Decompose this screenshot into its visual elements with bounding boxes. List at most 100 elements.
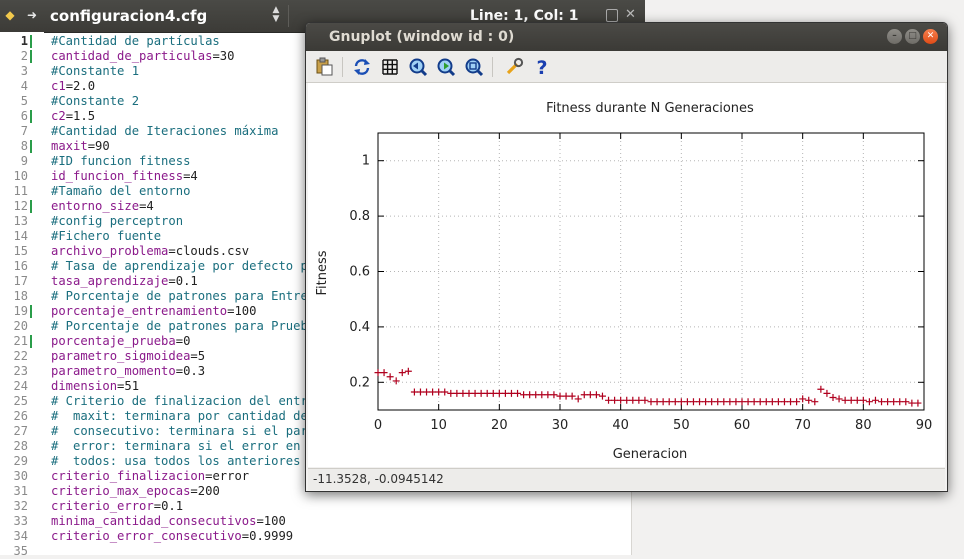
- data-point: [447, 389, 455, 397]
- config-icon[interactable]: [504, 57, 524, 77]
- code-line[interactable]: # maxit: terminara por cantidad de i: [51, 409, 323, 424]
- code-line[interactable]: archivo_problema=clouds.csv: [51, 244, 249, 259]
- code-line[interactable]: cantidad_de_particulas=30: [51, 49, 234, 64]
- data-point: [841, 396, 849, 404]
- comment-text: #Cantidad de partículas: [51, 34, 220, 48]
- code-line[interactable]: minima_cantidad_consecutivos=100: [51, 514, 286, 529]
- code-line[interactable]: c1=2.0: [51, 79, 95, 94]
- close-button[interactable]: ✕: [923, 29, 938, 44]
- code-line[interactable]: parametro_momento=0.3: [51, 364, 205, 379]
- code-line[interactable]: #ID funcion fitness: [51, 154, 190, 169]
- toolbar-divider: [492, 57, 493, 77]
- code-line[interactable]: parametro_sigmoidea=5: [51, 349, 205, 364]
- code-line[interactable]: c2=1.5: [51, 109, 95, 124]
- code-line[interactable]: #Cantidad de Iteraciones máxima: [51, 124, 278, 139]
- config-key: parametro_sigmoidea: [51, 349, 191, 363]
- line-number: 13: [13, 214, 28, 228]
- code-line[interactable]: # Criterio de finalizacion del entren: [51, 394, 323, 409]
- data-point: [787, 398, 795, 406]
- equals-sign: =: [65, 109, 74, 123]
- y-tick-label: 0.6: [349, 265, 370, 280]
- code-area[interactable]: #Cantidad de partículas cantidad_de_parti…: [51, 32, 631, 555]
- data-point: [641, 396, 649, 404]
- code-line[interactable]: criterio_max_epocas=200: [51, 484, 220, 499]
- code-line[interactable]: #Constante 1: [51, 64, 139, 79]
- data-point: [659, 398, 667, 406]
- minimize-button[interactable]: –: [887, 29, 902, 44]
- chart-title: Fitness durante N Generaciones: [546, 101, 754, 116]
- cursor-position[interactable]: Line: 1, Col: 1: [470, 8, 579, 24]
- zoom-next-icon[interactable]: [436, 57, 456, 77]
- grid-icon[interactable]: [380, 57, 400, 77]
- data-point: [398, 369, 406, 377]
- data-point: [823, 389, 831, 397]
- line-number: 19: [13, 304, 28, 318]
- data-point: [683, 398, 691, 406]
- data-point: [514, 389, 522, 397]
- config-value: 0.3: [183, 364, 206, 378]
- comment-text: #Constante 2: [51, 94, 140, 108]
- copy-clipboard-icon[interactable]: [314, 57, 334, 77]
- code-line[interactable]: porcentaje_entrenamiento=100: [51, 304, 256, 319]
- change-marker: [30, 140, 32, 153]
- data-point: [714, 398, 722, 406]
- help-icon[interactable]: ?: [532, 57, 552, 77]
- data-point: [859, 396, 867, 404]
- data-point: [580, 391, 588, 399]
- code-line[interactable]: #config perceptron: [51, 214, 183, 229]
- data-point: [495, 389, 503, 397]
- fitness-chart[interactable]: Fitness durante N Generaciones 0.2 0.4 0.6…: [308, 83, 945, 467]
- forward-arrow-icon[interactable]: ➜: [26, 8, 38, 22]
- x-tick-label: 0: [374, 418, 382, 433]
- line-number: 17: [13, 274, 28, 288]
- code-line[interactable]: tasa_aprendizaje=0.1: [51, 274, 198, 289]
- data-point: [459, 389, 467, 397]
- file-name[interactable]: configuracion4.cfg: [50, 7, 208, 25]
- replot-icon[interactable]: [352, 57, 372, 77]
- config-key: parametro_momento: [51, 364, 176, 378]
- code-line[interactable]: #Cantidad de partículas: [51, 34, 220, 49]
- code-line[interactable]: # Tasa de aprendizaje por defecto par: [51, 259, 323, 274]
- change-marker: [30, 335, 32, 348]
- code-line[interactable]: maxit=90: [51, 139, 110, 154]
- data-point: [392, 377, 400, 385]
- code-line[interactable]: # Porcentaje de patrones para Entrena: [51, 289, 323, 304]
- code-line[interactable]: # consecutivo: terminara si el pared: [51, 424, 323, 439]
- code-line[interactable]: #Constante 2: [51, 94, 139, 109]
- code-line[interactable]: #Tamaño del entorno: [51, 184, 190, 199]
- config-key: criterio_max_epocas: [51, 484, 191, 498]
- zoom-prev-icon[interactable]: [408, 57, 428, 77]
- equals-sign: =: [175, 334, 184, 348]
- code-line[interactable]: criterio_error_consecutivo=0.9999: [51, 529, 293, 544]
- config-key: entorno_size: [51, 199, 140, 213]
- close-icon[interactable]: ✕: [625, 7, 636, 22]
- line-number: 16: [13, 259, 28, 273]
- back-arrow-icon[interactable]: ◆: [5, 8, 15, 22]
- autoscale-icon[interactable]: [464, 57, 484, 77]
- line-number: 20: [13, 319, 28, 333]
- line-number: 10: [13, 169, 28, 183]
- window-title: Gnuplot (window id : 0): [329, 29, 515, 45]
- maximize-button[interactable]: □: [905, 29, 920, 44]
- window-titlebar[interactable]: Gnuplot (window id : 0) – □ ✕: [306, 23, 947, 51]
- config-value: 1.5: [73, 109, 96, 123]
- comment-text: #Cantidad de Iteraciones máxima: [51, 124, 279, 138]
- code-line[interactable]: criterio_finalizacion=error: [51, 469, 249, 484]
- equals-sign: =: [241, 529, 250, 543]
- file-switcher-icon[interactable]: ▲ ▼: [272, 5, 280, 24]
- editor-tab-bar: ◆ ➜ configuracion4.cfg ▲ ▼ Line: 1, Col: …: [0, 0, 645, 33]
- code-line[interactable]: dimension=51: [51, 379, 139, 394]
- line-number: 8: [20, 139, 28, 153]
- code-line[interactable]: id_funcion_fitness=4: [51, 169, 198, 184]
- plot-area[interactable]: Fitness durante N Generaciones 0.2 0.4 0.6…: [308, 83, 945, 467]
- code-line[interactable]: porcentaje_prueba=0: [51, 334, 190, 349]
- code-line[interactable]: #Fichero fuente: [51, 229, 161, 244]
- code-line[interactable]: criterio_error=0.1: [51, 499, 183, 514]
- code-line[interactable]: entorno_size=4: [51, 199, 154, 214]
- data-point: [435, 388, 443, 396]
- code-line[interactable]: # error: terminara si el error en un: [51, 439, 323, 454]
- config-value: 90: [95, 139, 110, 153]
- code-line[interactable]: # Porcentaje de patrones para Prueba: [51, 319, 315, 334]
- code-line[interactable]: # todos: usa todos los anteriores y: [51, 454, 315, 469]
- config-value: 5: [197, 349, 206, 363]
